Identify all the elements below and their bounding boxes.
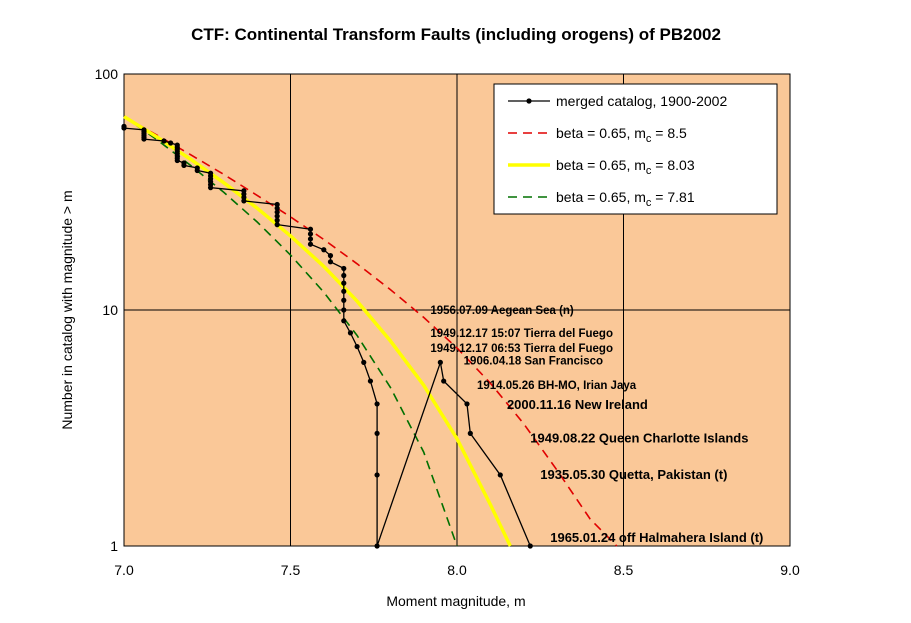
data-point [374,430,380,436]
annotation-label: 1906.04.18 San Francisco [464,356,603,368]
data-point [347,330,354,336]
data-point [327,253,334,259]
annotation-label: 1949.08.22 Queen Charlotte Islands [530,431,748,446]
x-tick-label: 8.0 [447,562,467,578]
annotation-label: 1965.01.24 off Halmahera Island (t) [550,530,763,545]
data-point [441,378,447,384]
data-point [374,543,380,549]
y-tick-label: 1 [110,538,118,554]
data-point [307,226,314,232]
data-point [527,543,533,549]
x-tick-label: 7.0 [114,562,134,578]
data-point [307,241,314,247]
series-0 [121,123,533,549]
series-line [123,115,618,547]
data-point [361,359,367,365]
data-point [464,401,470,407]
series-line [123,115,512,547]
legend-label: beta = 0.65, mc = 8.5 [556,125,687,145]
annotation-label: 1935.05.30 Quetta, Pakistan (t) [540,467,727,482]
data-point [274,201,280,208]
data-point [321,247,327,253]
data-point [341,280,347,286]
data-point [374,472,380,478]
x-tick-label: 9.0 [780,562,800,578]
legend-marker [526,98,532,104]
data-point [174,157,180,164]
data-point [121,125,127,131]
chart-title: CTF: Continental Transform Faults (inclu… [191,25,721,44]
legend-entry: beta = 0.65, mc = 8.5 [508,125,687,145]
annotation-layer: 1956.07.09 Aegean Sea (n) 1949.12.17 15:0… [430,305,763,545]
annotation-label: 1914.05.26 BH-MO, Irian Jaya [477,380,637,392]
annotation-label: 1949.12.17 15:07 Tierra del Fuego [430,328,613,340]
legend-label: beta = 0.65, mc = 8.03 [556,157,695,177]
data-point [181,162,187,168]
data-point [274,217,280,223]
data-point [141,136,147,142]
data-point [307,231,314,237]
data-point [497,472,503,478]
data-point [307,236,314,242]
data-point [194,167,200,174]
data-point [327,259,334,265]
data-point [241,198,247,204]
data-point [341,265,347,272]
annotation-label: 1949.12.17 06:53 Tierra del Fuego [430,343,613,355]
data-point [274,209,280,215]
x-tick-label: 8.5 [614,562,634,578]
data-point [274,222,280,228]
data-point [168,140,174,146]
data-point [374,401,380,407]
legend-label: merged catalog, 1900-2002 [556,93,727,109]
legend-label: beta = 0.65, mc = 7.81 [556,189,695,209]
series-layer [121,115,618,549]
annotation-label: 1956.07.09 Aegean Sea (n) [430,305,574,317]
series-1 [123,115,618,547]
data-point [161,138,167,144]
legend-entry: beta = 0.65, mc = 7.81 [508,189,695,209]
x-tick-label: 7.5 [281,562,301,578]
legend-entry: merged catalog, 1900-2002 [508,93,727,109]
legend-box [493,83,778,215]
data-point [341,307,347,313]
data-point [341,272,347,279]
data-point [341,297,347,303]
y-axis-label: Number in catalog with magnitude > m [59,190,75,429]
data-point [274,213,280,219]
data-point [367,378,374,384]
data-point [341,318,347,324]
data-point [437,359,443,365]
data-point [207,185,214,191]
annotation-label: 2000.11.16 New Ireland [507,397,648,412]
data-point [274,205,280,211]
data-point [467,430,473,436]
tick-layer: 7.0 7.5 8.0 8.5 9.0 1 10 100 [95,66,800,578]
data-point [341,288,347,294]
y-tick-label: 10 [102,302,118,318]
x-axis-label: Moment magnitude, m [386,593,525,609]
series-2 [123,115,512,547]
legend: merged catalog, 1900-2002 beta = 0.65, mc… [493,83,778,215]
y-tick-label: 100 [95,66,119,82]
data-point [354,343,360,350]
legend-entry: beta = 0.65, mc = 8.03 [508,157,695,177]
